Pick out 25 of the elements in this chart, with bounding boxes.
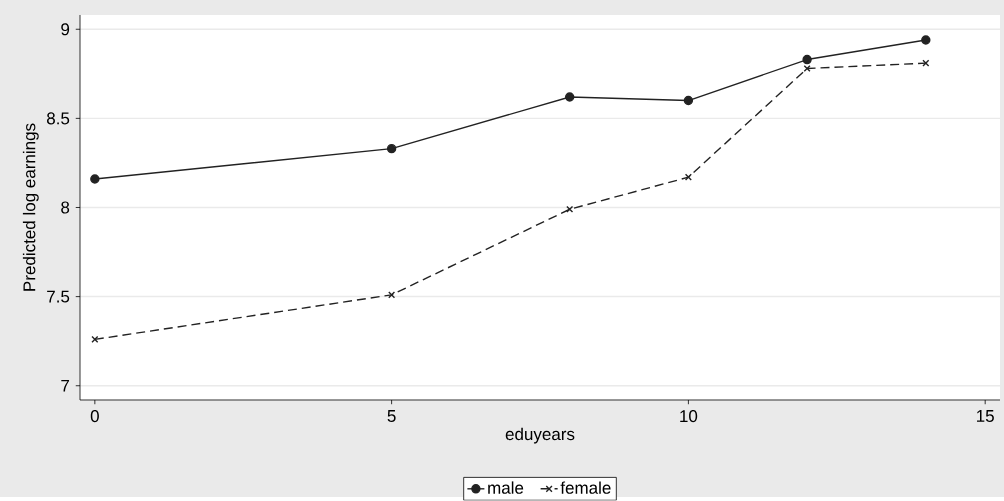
y-tick-label: 7.5 xyxy=(47,290,70,303)
point xyxy=(683,96,694,106)
point xyxy=(803,65,811,73)
point xyxy=(388,291,396,299)
point xyxy=(684,173,692,181)
y-tick-label: 8.5 xyxy=(46,112,70,125)
y-tick-label: 8 xyxy=(61,201,70,214)
legend-label: male xyxy=(488,481,524,495)
point xyxy=(564,92,575,102)
y-tick-label: 9 xyxy=(61,23,70,36)
point xyxy=(90,174,100,184)
x-tick-label: 5 xyxy=(387,410,396,423)
point xyxy=(566,205,574,213)
point xyxy=(802,55,812,65)
x-tick-label: 0 xyxy=(90,410,99,423)
x-tick-label: 15 xyxy=(977,410,994,423)
x-tick-label: 10 xyxy=(680,410,698,423)
point xyxy=(921,35,931,45)
y-axis-title: Predicted log earnings xyxy=(22,123,39,291)
point xyxy=(922,59,930,67)
legend-label: female xyxy=(560,481,611,495)
point xyxy=(91,336,99,344)
point xyxy=(386,144,397,154)
x-axis-title: eduyears xyxy=(505,427,575,444)
y-tick-label: 7 xyxy=(61,380,70,392)
